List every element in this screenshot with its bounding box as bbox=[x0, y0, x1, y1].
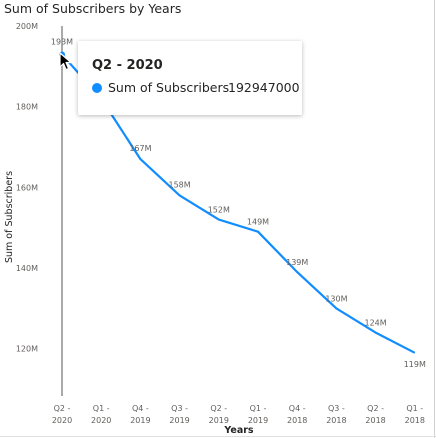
x-axis-ticks: Q2 - 2020 Q1 - 2020 Q4 - 2019 Q3 - 2019 Q2 - 2019… bbox=[52, 404, 425, 425]
chart-title: Sum of Subscribers by Years bbox=[4, 1, 182, 16]
x-tick-label: 2019 bbox=[209, 416, 229, 425]
data-label: 130M bbox=[325, 294, 347, 303]
x-tick-label: Q3 - bbox=[171, 404, 188, 413]
tooltip-series-value: 192947000 bbox=[228, 80, 300, 95]
y-tick-label: 180M bbox=[16, 103, 38, 112]
x-axis-title: Years bbox=[223, 425, 254, 436]
data-label: 139M bbox=[286, 258, 308, 267]
data-label: 193M bbox=[51, 37, 73, 46]
y-tick-label: 140M bbox=[16, 264, 38, 273]
y-tick-label: 120M bbox=[16, 345, 38, 354]
y-axis-title: Sum of Subscribers bbox=[4, 171, 15, 263]
x-tick-label: 2020 bbox=[52, 416, 72, 425]
x-tick-label: 2020 bbox=[91, 416, 111, 425]
x-tick-label: Q4 - bbox=[132, 404, 149, 413]
data-label: 149M bbox=[247, 218, 269, 227]
mouse-pointer-icon bbox=[59, 52, 72, 71]
x-tick-label: Q1 - bbox=[406, 404, 423, 413]
x-tick-label: 2018 bbox=[365, 416, 385, 425]
x-tick-label: 2019 bbox=[248, 416, 268, 425]
data-label: 119M bbox=[404, 360, 426, 369]
data-label: 158M bbox=[169, 180, 191, 189]
x-tick-label: Q2 - bbox=[367, 404, 384, 413]
x-tick-label: Q2 - bbox=[210, 404, 227, 413]
x-tick-label: 2018 bbox=[326, 416, 346, 425]
visual-border-bottom bbox=[0, 436, 436, 437]
x-tick-label: Q1 - bbox=[250, 404, 267, 413]
x-tick-label: Q1 - bbox=[93, 404, 110, 413]
data-label: 152M bbox=[208, 206, 230, 215]
x-tick-label: Q3 - bbox=[328, 404, 345, 413]
data-label: 167M bbox=[129, 144, 151, 153]
x-tick-label: 2019 bbox=[169, 416, 189, 425]
series-line-subscribers[interactable] bbox=[61, 53, 416, 354]
x-tick-label: 2019 bbox=[130, 416, 150, 425]
data-labels: 193M 167M 158M 152M 149M 139M 130M 124M 119M bbox=[51, 37, 426, 368]
y-tick-label: 200M bbox=[16, 22, 38, 31]
x-tick-label: Q4 - bbox=[289, 404, 306, 413]
x-tick-label: 2018 bbox=[405, 416, 425, 425]
tooltip-series-name: Sum of Subscribers bbox=[108, 80, 230, 95]
tooltip-title: Q2 - 2020 bbox=[92, 58, 163, 73]
x-tick-label: Q2 - bbox=[54, 404, 71, 413]
tooltip-series-dot bbox=[92, 83, 102, 93]
y-tick-label: 160M bbox=[16, 183, 38, 192]
x-tick-label: 2018 bbox=[287, 416, 307, 425]
y-axis-ticks: 120M 140M 160M 180M 200M bbox=[16, 22, 38, 354]
visual-border-right bbox=[434, 0, 435, 438]
data-label: 124M bbox=[365, 319, 387, 328]
tooltip: Q2 - 2020 Sum of Subscribers 192947000 bbox=[78, 41, 302, 115]
